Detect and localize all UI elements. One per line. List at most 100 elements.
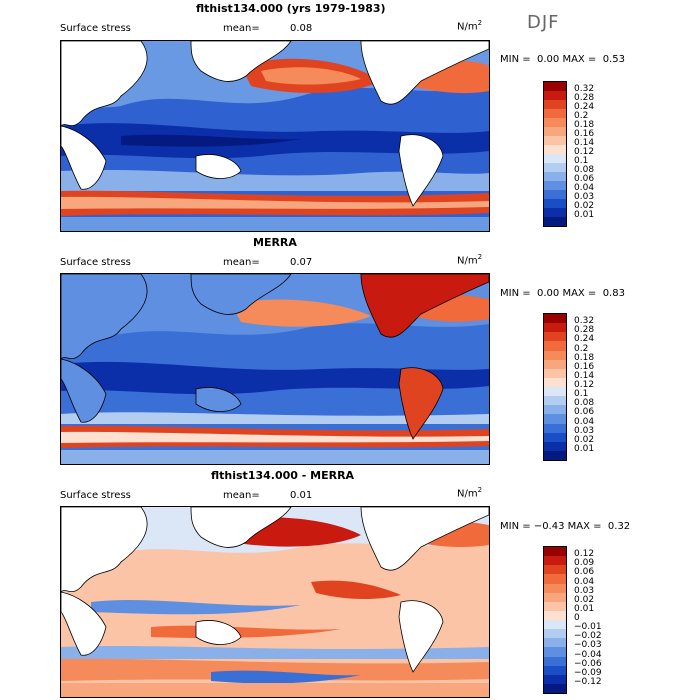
colorbar-segment — [544, 565, 566, 575]
colorbar-segment — [544, 414, 566, 424]
panel-1-variable-label: Surface stress — [60, 23, 131, 34]
colorbar-segment — [544, 332, 566, 342]
panel-3-colorbar — [543, 546, 567, 694]
colorbar-segment — [544, 592, 566, 602]
colorbar-segment — [544, 674, 566, 684]
colorbar-segment — [544, 217, 566, 226]
colorbar-tick-label: 0.24 — [574, 334, 595, 345]
panel-2-colorbar — [543, 313, 567, 461]
panel-2-units: N/m2 — [457, 253, 483, 267]
panel-3-mean-value: 0.01 — [290, 490, 313, 501]
panel-2-mean-value: 0.07 — [290, 257, 313, 268]
colorbar-tick-label: 0.08 — [574, 165, 595, 175]
colorbar-tick-label: 0.2 — [574, 343, 589, 354]
colorbar-tick-label: 0.03 — [574, 585, 595, 596]
colorbar-segment — [544, 610, 566, 620]
colorbar-segment — [544, 145, 566, 154]
panel-2-title: MERRA — [253, 236, 297, 249]
colorbar-tick-label: 0.04 — [574, 576, 595, 587]
colorbar-segment — [544, 601, 566, 611]
colorbar-segment — [544, 136, 566, 145]
colorbar-segment — [544, 368, 566, 378]
panel-3-title: flthist134.000 - MERRA — [211, 469, 355, 482]
colorbar-segment — [544, 547, 566, 557]
panel-1-mean-label: mean= — [223, 23, 260, 34]
colorbar-segment — [544, 629, 566, 639]
colorbar-segment — [544, 314, 566, 324]
colorbar-tick-label: 0.18 — [574, 352, 595, 363]
colorbar-tick-label: 0.28 — [574, 325, 595, 336]
colorbar-tick-label: 0.28 — [574, 93, 595, 103]
colorbar-tick-label: 0.12 — [574, 147, 595, 157]
colorbar-tick-label: 0.09 — [574, 558, 595, 569]
colorbar-tick-label: 0.14 — [574, 138, 595, 148]
colorbar-segment — [544, 574, 566, 584]
colorbar-tick-label: −0.01 — [574, 622, 602, 633]
colorbar-segment — [544, 620, 566, 630]
colorbar-tick-label: −0.09 — [574, 667, 602, 678]
colorbar-segment — [544, 91, 566, 100]
colorbar-segment — [544, 450, 566, 460]
panel-2-map — [60, 273, 490, 465]
colorbar-tick-label: 0.12 — [574, 380, 595, 390]
colorbar-tick-label: 0.32 — [574, 316, 595, 327]
season-label: DJF — [527, 12, 560, 33]
colorbar-segment — [544, 423, 566, 433]
colorbar-segment — [544, 109, 566, 118]
panel-3-units: N/m2 — [457, 486, 483, 500]
colorbar-segment — [544, 647, 566, 657]
panel-2-min-max: MIN = 0.00 MAX = 0.83 — [500, 288, 625, 299]
colorbar-tick-label: 0.1 — [574, 156, 589, 166]
colorbar-segment — [544, 172, 566, 181]
colorbar-segment — [544, 100, 566, 109]
colorbar-segment — [544, 359, 566, 369]
colorbar-segment — [544, 441, 566, 451]
colorbar-tick-label: 0.2 — [574, 111, 589, 121]
colorbar-segment — [544, 656, 566, 666]
colorbar-segment — [544, 432, 566, 442]
colorbar-segment — [544, 405, 566, 415]
colorbar-tick-label: 0.12 — [574, 549, 595, 560]
colorbar-segment — [544, 377, 566, 387]
panel-1-colorbar — [543, 81, 567, 227]
colorbar-tick-label: 0 — [574, 613, 580, 623]
colorbar-segment — [544, 190, 566, 199]
panel-1-title: flthist134.000 (yrs 1979-1983) — [196, 2, 386, 15]
colorbar-tick-label: 0.32 — [574, 84, 595, 94]
colorbar-tick-label: −0.03 — [574, 640, 602, 651]
colorbar-tick-label: 0.24 — [574, 102, 595, 112]
colorbar-segment — [544, 556, 566, 566]
colorbar-tick-label: −0.02 — [574, 631, 602, 642]
colorbar-tick-label: −0.04 — [574, 649, 602, 660]
colorbar-segment — [544, 82, 566, 91]
colorbar-segment — [544, 181, 566, 190]
colorbar-tick-label: 0.18 — [574, 120, 595, 130]
colorbar-tick-label: 0.01 — [574, 603, 595, 614]
colorbar-segment — [544, 154, 566, 163]
colorbar-tick-label: 0.14 — [574, 370, 595, 381]
colorbar-segment — [544, 683, 566, 693]
colorbar-tick-label: 0.06 — [574, 567, 595, 578]
panel-1-min-max: MIN = 0.00 MAX = 0.53 — [500, 54, 625, 65]
colorbar-tick-label: 0.06 — [574, 407, 595, 418]
panel-3-mean-label: mean= — [223, 490, 260, 501]
colorbar-segment — [544, 638, 566, 648]
colorbar-segment — [544, 341, 566, 351]
colorbar-segment — [544, 118, 566, 127]
colorbar-segment — [544, 199, 566, 208]
colorbar-segment — [544, 350, 566, 360]
panel-1-units: N/m2 — [457, 19, 483, 33]
colorbar-tick-label: 0.02 — [574, 594, 595, 605]
colorbar-segment — [544, 387, 566, 397]
panel-3-variable-label: Surface stress — [60, 490, 131, 501]
colorbar-segment — [544, 665, 566, 675]
colorbar-tick-label: 0.01 — [574, 210, 595, 220]
panel-2-mean-label: mean= — [223, 257, 260, 268]
colorbar-tick-label: −0.12 — [574, 676, 602, 687]
panel-1-map — [60, 40, 490, 232]
colorbar-tick-label: 0.04 — [574, 183, 595, 193]
colorbar-tick-label: 0.03 — [574, 425, 595, 436]
panel-3-map — [60, 506, 490, 698]
panel-2-variable-label: Surface stress — [60, 257, 131, 268]
colorbar-segment — [544, 396, 566, 406]
